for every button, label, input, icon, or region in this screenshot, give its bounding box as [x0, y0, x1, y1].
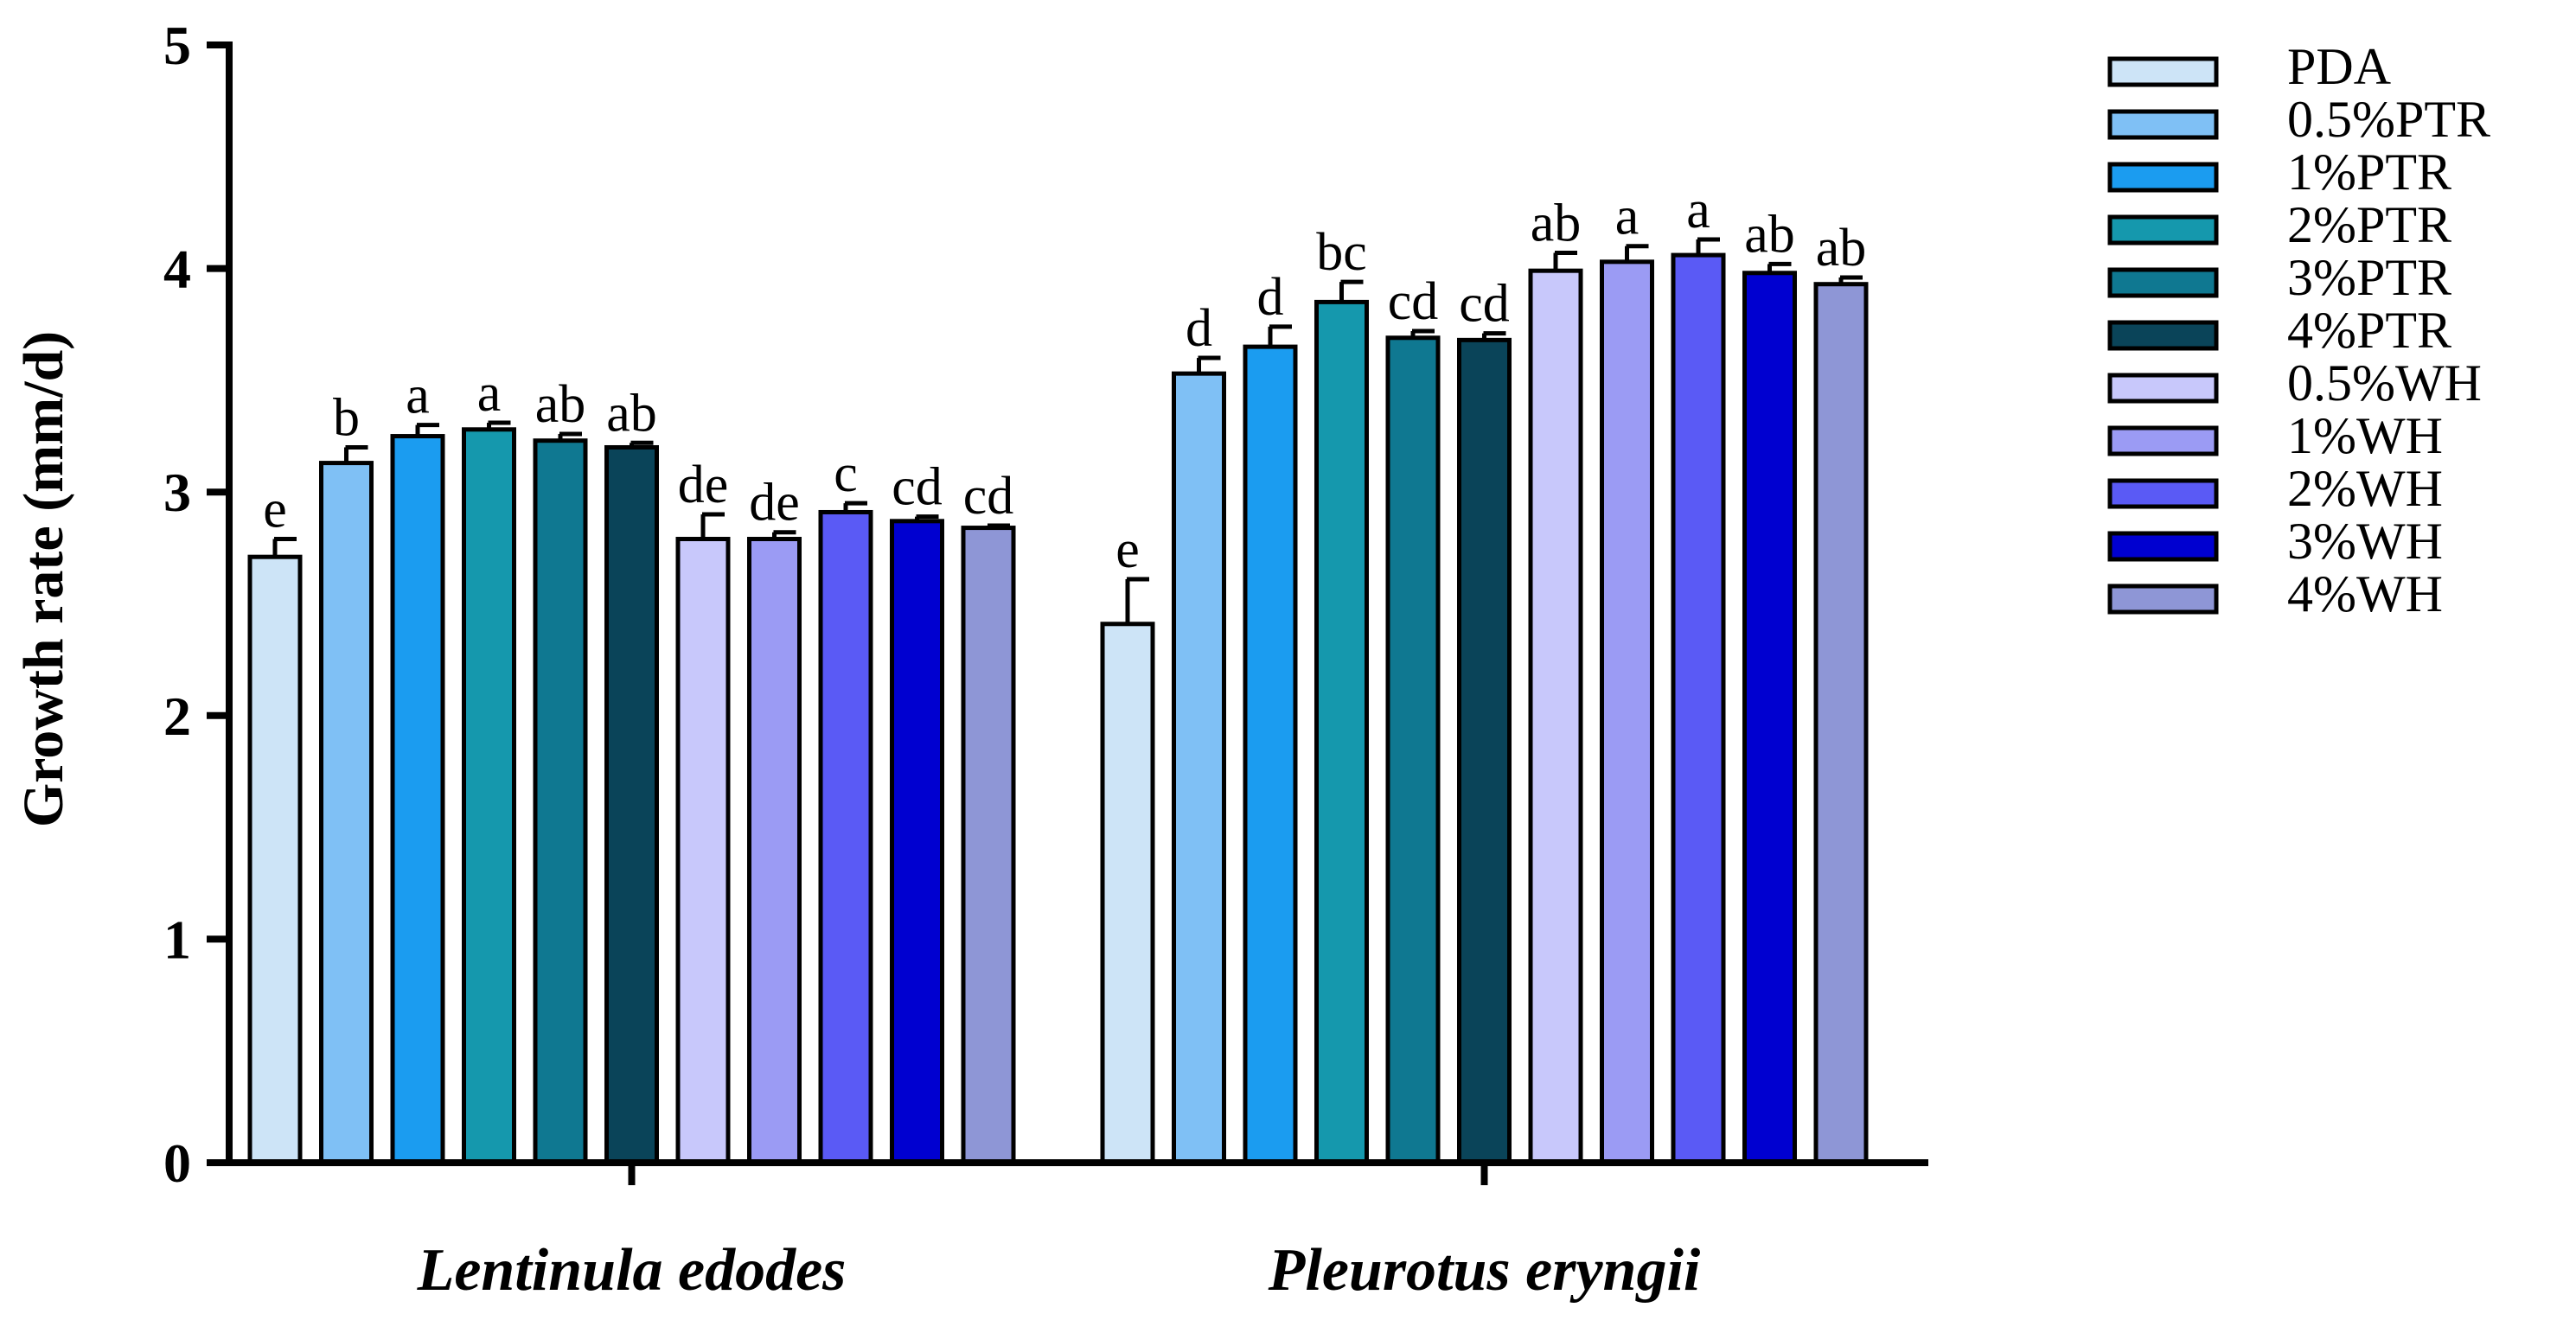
y-tick-label-5: 5: [163, 15, 191, 76]
bar-1-1: [1172, 371, 1226, 1165]
legend-swatch-3: [2107, 214, 2219, 246]
legend-swatch-0: [2107, 56, 2219, 87]
legend-swatch-2: [2107, 162, 2219, 193]
significance-label-1-5: cd: [1459, 275, 1510, 334]
axes-layer: [226, 41, 1928, 1166]
significance-label-1-2: d: [1257, 268, 1284, 327]
legend-label-4: 3%PTR: [2287, 249, 2451, 306]
significance-label-0-4: ab: [535, 375, 586, 434]
bar-0-7: [747, 537, 802, 1165]
legend-swatch-9: [2107, 531, 2219, 562]
significance-label-0-0: e: [263, 481, 287, 539]
y-axis-title: Growth rate (mm/d): [12, 331, 75, 827]
x-category-label-1: Pleurotus eryngii: [1268, 1237, 1701, 1304]
significance-label-1-3: bc: [1316, 223, 1367, 282]
significance-label-1-0: e: [1115, 520, 1140, 579]
bar-1-0: [1100, 622, 1155, 1165]
bar-1-6: [1528, 268, 1583, 1165]
y-axis-ticks: 0 1 2 3 4 5: [163, 15, 229, 1194]
significance-label-1-6: ab: [1531, 194, 1582, 252]
significance-label-0-9: cd: [892, 458, 943, 517]
y-tick-label-2: 2: [163, 686, 191, 747]
legend-swatch-7: [2107, 425, 2219, 456]
significance-label-0-6: de: [678, 456, 729, 514]
bar-0-4: [533, 438, 588, 1165]
legend-label-6: 0.5%WH: [2287, 354, 2482, 411]
bar-1-4: [1385, 335, 1441, 1165]
x-category-label-0: Lentinula edodes: [417, 1237, 847, 1304]
bar-0-3: [462, 427, 516, 1165]
y-tick-label-1: 1: [163, 909, 191, 970]
legend-label-2: 1%PTR: [2287, 144, 2451, 201]
legend-label-7: 1%WH: [2287, 407, 2443, 464]
bar-1-9: [1742, 271, 1797, 1165]
legend-swatch-5: [2107, 320, 2219, 351]
bar-0-10: [961, 526, 1016, 1165]
bar-0-2: [390, 434, 445, 1165]
legend-label-8: 2%WH: [2287, 460, 2443, 517]
legend-swatch-8: [2107, 478, 2219, 509]
legend-label-9: 3%WH: [2287, 513, 2443, 570]
significance-label-0-7: de: [749, 474, 800, 533]
significance-label-1-8: a: [1686, 181, 1710, 239]
bar-1-7: [1600, 259, 1654, 1165]
legend-label-1: 0.5%PTR: [2287, 91, 2490, 148]
y-tick-label-4: 4: [163, 239, 191, 300]
significance-label-0-8: c: [834, 444, 858, 503]
significance-label-0-2: a: [406, 367, 430, 425]
significance-label-0-5: ab: [606, 384, 657, 443]
bar-0-6: [675, 537, 731, 1165]
significance-label-1-9: ab: [1744, 205, 1795, 264]
bar-1-10: [1813, 282, 1869, 1165]
legend-swatch-1: [2107, 109, 2219, 140]
legend-swatch-6: [2107, 373, 2219, 404]
bar-0-8: [818, 509, 873, 1165]
x-axis-categories: Lentinula edodes Pleurotus eryngii: [417, 1163, 1701, 1304]
legend-label-10: 4%WH: [2287, 565, 2443, 622]
significance-label-1-10: ab: [1816, 219, 1867, 277]
bar-1-3: [1314, 299, 1369, 1165]
legend-swatch-10: [2107, 584, 2219, 615]
bar-0-5: [604, 444, 659, 1165]
bar-1-8: [1671, 252, 1726, 1165]
bar-0-0: [247, 554, 303, 1165]
significance-label-1-4: cd: [1388, 272, 1439, 331]
bar-0-9: [890, 519, 944, 1165]
significance-label-0-3: a: [477, 364, 502, 423]
legend-label-5: 4%PTR: [2287, 302, 2451, 359]
bar-1-5: [1457, 337, 1512, 1165]
legend-swatch-4: [2107, 267, 2219, 298]
bar-1-2: [1243, 344, 1298, 1165]
legend: PDA0.5%PTR1%PTR2%PTR3%PTR4%PTR0.5%WH1%WH…: [2107, 38, 2490, 622]
significance-label-0-1: b: [333, 388, 360, 447]
significance-label-1-1: d: [1186, 299, 1212, 358]
bar-0-1: [319, 461, 374, 1165]
significance-label-0-10: cd: [963, 467, 1014, 526]
legend-label-0: PDA: [2287, 38, 2391, 95]
legend-label-3: 2%PTR: [2287, 196, 2451, 253]
y-tick-label-3: 3: [163, 462, 191, 523]
y-tick-label-0: 0: [163, 1132, 191, 1194]
significance-label-1-7: a: [1615, 188, 1640, 246]
